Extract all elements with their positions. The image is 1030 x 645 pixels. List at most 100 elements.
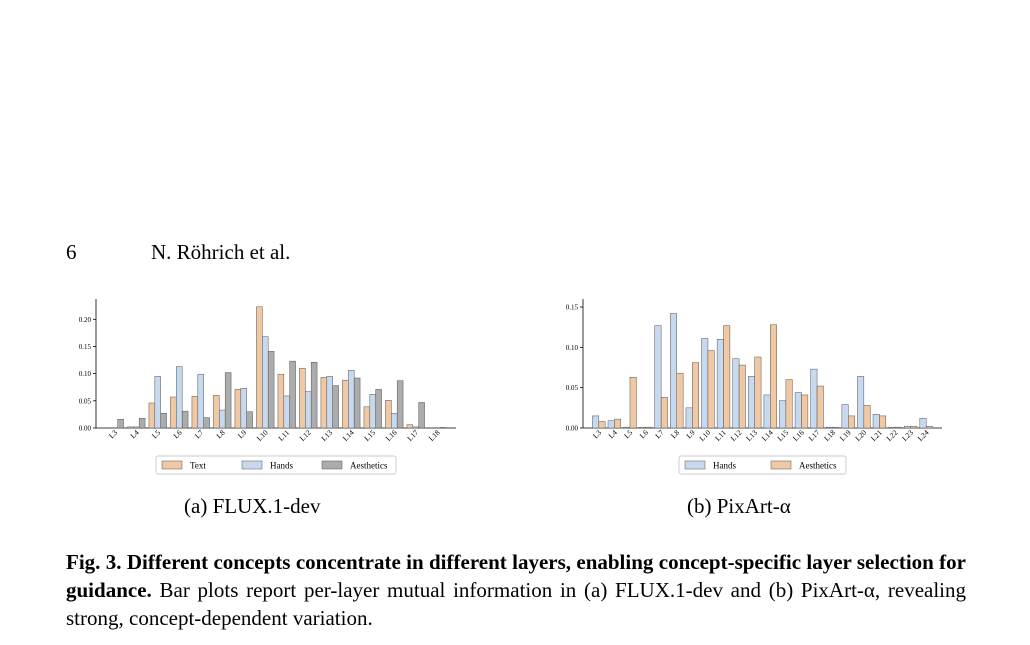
chart2-bar-hands-l13: [748, 376, 755, 429]
chart2-bar-aesthetics-l18: [832, 426, 840, 429]
chart2-x-tick-label: L8: [669, 428, 681, 440]
chart2-bar-hands-l14: [763, 394, 771, 429]
chart1-bar-hands-l16: [391, 413, 398, 429]
chart2-bar-aesthetics-l16: [801, 394, 809, 429]
chart2-x-tick-label: L22: [885, 428, 900, 443]
chart2-bar-aesthetics-l6: [645, 426, 653, 429]
chart1-y-tick-label: 0.00: [79, 425, 92, 433]
chart1-x-tick-label: L15: [362, 428, 377, 443]
chart1-x-tick-label: L10: [255, 428, 270, 443]
chart2-bar-aesthetics-l24: [925, 426, 933, 429]
chart2-x-tick-label: L12: [729, 428, 744, 443]
chart1-y-tick-label: 0.10: [79, 370, 92, 378]
chart2-x-tick-label: L21: [869, 428, 884, 443]
caption-body: Bar plots report per-layer mutual inform…: [66, 578, 967, 630]
chart1-bar-text-l6: [170, 396, 177, 429]
chart1-bar-aesthetics-l17: [418, 402, 425, 429]
chart2-x-tick-label: L3: [591, 428, 603, 440]
chart1-bar-text-l17: [406, 424, 414, 429]
chart2-x-tick-label: L7: [653, 428, 665, 440]
chart1-legend: [155, 455, 397, 475]
running-title: N. Röhrich et al.: [151, 240, 291, 264]
chart2-y-tick-label: 0.00: [566, 425, 579, 433]
chart1-x-tick-label: L3: [107, 428, 119, 440]
chart2-x-tick-label: L18: [822, 428, 837, 443]
chart1-bar-hands-l17: [412, 426, 419, 429]
chart1-bar-text-l12: [299, 367, 306, 429]
chart1-bar-hands-l10: [262, 336, 269, 429]
chart2-bar-aesthetics-l12: [738, 364, 746, 429]
chart1-bar-hands-l4: [133, 426, 140, 429]
chart2-x-tick-label: L10: [697, 428, 712, 443]
chart1-bar-aesthetics-l18: [439, 427, 447, 429]
chart1-x-tick-label: L18: [427, 428, 442, 443]
chart1-x-tick-label: L7: [193, 428, 205, 440]
chart1-bar-text-l10: [256, 306, 263, 429]
chart2-bar-aesthetics-l8: [676, 372, 684, 429]
chart2-bar-aesthetics-l13: [754, 356, 762, 429]
chart2-bar-hands-l22: [888, 426, 896, 429]
chart1-x-tick-label: L11: [276, 428, 291, 443]
chart2-bar-hands-l4: [607, 420, 615, 429]
chart1-bar-hands-l8: [219, 409, 226, 429]
chart2-bar-hands-l18: [826, 426, 833, 429]
chart2-bar-hands-l17: [810, 368, 818, 429]
chart1-x-tick-label: L14: [341, 428, 356, 443]
chart2-legend: [678, 455, 847, 475]
chart2-bar-aesthetics-l19: [848, 415, 855, 429]
chart1-x-tick-label: L17: [405, 428, 420, 443]
subcaption-b-label: (b): [687, 494, 712, 518]
chart2-bar-hands-l20: [857, 376, 865, 429]
chart1-bar-aesthetics-l11: [289, 360, 296, 429]
chart2-bar-hands-l3: [592, 415, 600, 429]
chart2-y-tick-label: 0.05: [566, 384, 579, 392]
chart2-bar-aesthetics-l4: [614, 418, 622, 429]
chart1-bar-aesthetics-l14: [353, 377, 361, 429]
chart2-bar-hands-l6: [638, 426, 646, 429]
chart2-legend-swatch-aesthetics: [770, 460, 792, 470]
chart1-bar-hands-l13: [326, 376, 333, 429]
chart2-x-tick-label: L14: [760, 428, 775, 443]
chart1-bar-aesthetics-l16: [396, 380, 404, 429]
chart1-y-tick-label: 0.20: [79, 316, 92, 324]
chart2-x-tick-label: L20: [853, 428, 868, 443]
chart2-bar-hands-l8: [670, 313, 677, 429]
chart2-bar-aesthetics-l9: [692, 362, 699, 429]
chart2-bar-aesthetics-l22: [894, 426, 902, 429]
chart1-x-tick-label: L6: [171, 428, 183, 440]
chart1-x-tick-label: L16: [384, 428, 399, 443]
chart1-bar-hands-l6: [176, 366, 183, 429]
chart2-x-tick-label: L4: [607, 428, 619, 440]
chart2-bar-aesthetics-l11: [723, 325, 731, 429]
chart2-legend-label-hands: Hands: [713, 461, 736, 471]
chart1-bar-hands-l11: [283, 395, 290, 429]
chart1-x-tick-label: L4: [128, 428, 140, 440]
subcaption-a: (a) FLUX.1-dev: [184, 494, 320, 519]
chart1-legend-label-hands: Hands: [270, 461, 293, 471]
chart2-bar-aesthetics-l17: [816, 385, 824, 429]
chart1-legend-swatch-aesthetics: [321, 460, 343, 470]
chart1-bar-text-l8: [213, 395, 220, 429]
chart2-bar-aesthetics-l14: [770, 324, 777, 429]
chart1-bar-text-l9: [234, 389, 242, 429]
chart1-legend-label-aesthetics: Aesthetics: [350, 461, 388, 471]
chart1-bar-aesthetics-l5: [160, 413, 167, 429]
chart2-x-tick-label: L13: [744, 428, 759, 443]
chart2-bar-hands-l9: [685, 407, 693, 429]
chart2-bar-hands-l19: [841, 404, 849, 429]
subcaption-b-title: PixArt-α: [716, 494, 791, 518]
chart1-bar-text-l13: [320, 377, 328, 429]
chart2-bar-hands-l23: [903, 426, 911, 429]
chart2-x-tick-label: L15: [775, 428, 790, 443]
chart1-x-tick-label: L12: [298, 428, 313, 443]
chart1-bar-aesthetics-l9: [246, 411, 253, 429]
chart1-x-tick-label: L5: [150, 428, 162, 440]
chart1-bar-text-l5: [148, 402, 156, 429]
chart2-bar-aesthetics-l3: [598, 421, 606, 429]
chart1-bar-hands-l15: [369, 394, 376, 429]
chart2-bar-hands-l21: [872, 414, 880, 429]
chart2-bar-aesthetics-l20: [863, 405, 871, 429]
caption-fig-label: Fig. 3.: [66, 550, 122, 574]
page-number: 6: [66, 240, 77, 264]
chart1-bar-aesthetics-l8: [224, 372, 232, 429]
